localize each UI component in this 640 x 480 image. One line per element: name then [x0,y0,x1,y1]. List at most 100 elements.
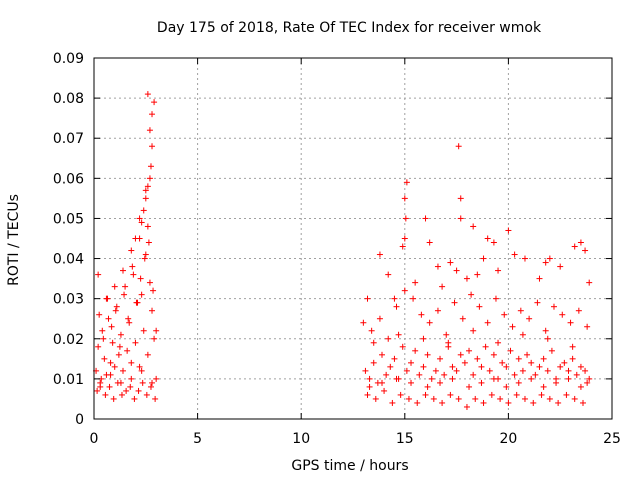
x-tick-label: 0 [90,431,99,447]
data-point [536,275,543,282]
data-point [150,287,157,294]
data-point [144,183,151,190]
data-point [437,379,444,386]
data-point [567,319,574,326]
data-point [420,363,427,370]
y-tick-label: 0.05 [53,211,84,227]
data-point [480,399,487,406]
data-point [124,347,131,354]
data-point [366,383,373,390]
data-point [129,263,136,270]
data-point [455,143,462,150]
data-point [447,391,454,398]
data-point [490,375,497,382]
data-point [503,383,510,390]
data-point [521,395,528,402]
data-point [428,375,435,382]
data-point [540,383,547,390]
data-point [128,247,135,254]
data-point [501,311,508,318]
data-point [559,311,566,318]
data-point [424,383,431,390]
data-point [410,295,417,302]
data-point [107,359,114,366]
y-tick-label: 0.03 [53,292,84,308]
data-point [565,367,572,374]
data-point [146,175,153,182]
data-point [486,367,493,374]
data-point [466,383,473,390]
data-point [405,395,412,402]
data-point [147,163,154,170]
data-point [102,391,109,398]
grid-lines [94,58,612,419]
data-point [517,307,524,314]
data-point [96,311,103,318]
data-point [569,355,576,362]
data-point [133,299,140,306]
data-point [488,391,495,398]
data-point [480,255,487,262]
data-point [555,399,562,406]
data-point [577,363,584,370]
data-point [100,335,107,342]
data-point [379,379,386,386]
data-point [153,327,160,334]
data-point [557,363,564,370]
data-point [528,359,535,366]
data-point [451,299,458,306]
data-point [142,187,149,194]
data-point [463,275,470,282]
data-point [507,347,514,354]
data-point [399,243,406,250]
data-point [466,347,473,354]
data-point [422,215,429,222]
data-point [385,271,392,278]
data-point [575,307,582,314]
data-point [441,371,448,378]
data-point [106,383,113,390]
data-point [389,399,396,406]
data-point [532,371,539,378]
data-point [418,311,425,318]
x-axis-ticks: 0 5 10 15 20 25 [90,58,621,447]
data-point [478,363,485,370]
data-point [412,279,419,286]
data-point [534,299,541,306]
data-point [445,343,452,350]
data-point [132,339,139,346]
data-point [426,319,433,326]
data-point [563,391,570,398]
data-point [430,395,437,402]
data-point [513,391,520,398]
data-point [362,367,369,374]
data-point [391,295,398,302]
data-point [422,391,429,398]
data-point [482,343,489,350]
x-tick-label: 15 [396,431,414,447]
data-point [434,263,441,270]
data-point [497,395,504,402]
data-point [526,315,533,322]
data-point [364,391,371,398]
data-points [93,91,593,410]
data-point [401,195,408,202]
data-point [131,395,138,402]
chart-title: Day 175 of 2018, Rate Of TEC Index for r… [157,20,542,36]
data-point [414,399,421,406]
data-point [94,387,101,394]
data-point [128,359,135,366]
data-point [557,263,564,270]
data-point [143,391,150,398]
x-tick-label: 5 [193,431,202,447]
data-point [149,307,156,314]
data-point [511,251,518,258]
data-point [553,379,560,386]
data-point [561,359,568,366]
data-point [132,235,139,242]
data-point [142,251,149,258]
data-point [492,295,499,302]
data-point [472,395,479,402]
data-point [542,327,549,334]
data-point [149,143,156,150]
